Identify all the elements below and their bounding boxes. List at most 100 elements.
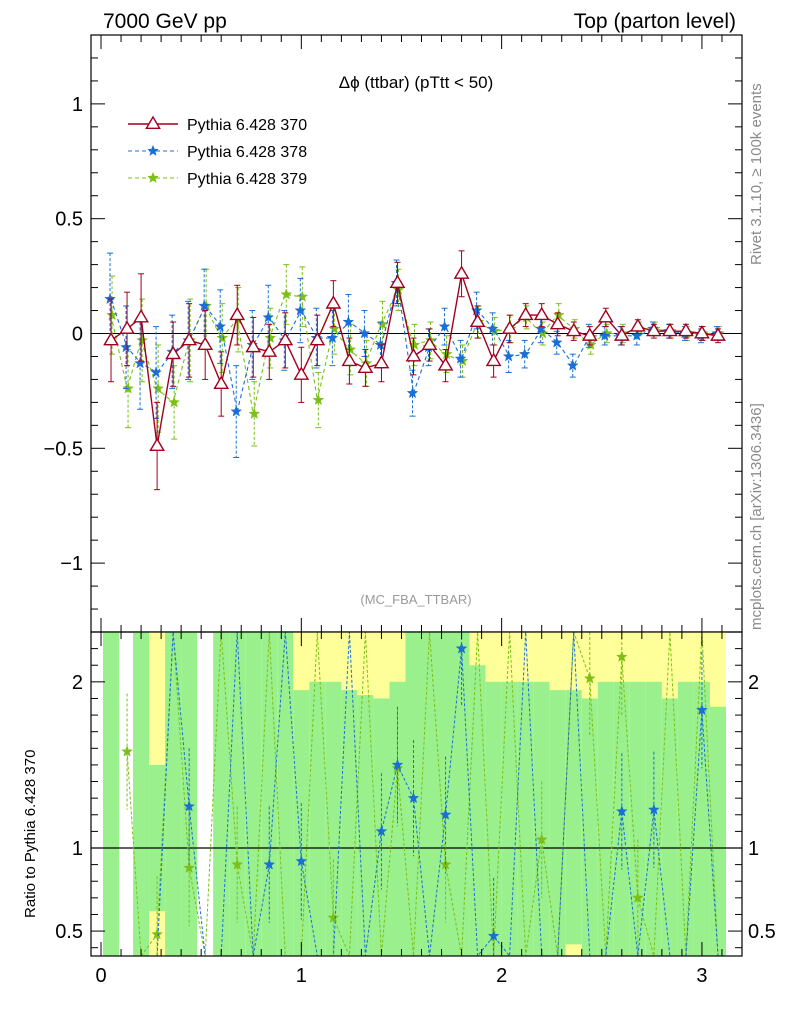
data-point <box>552 308 565 321</box>
data-point <box>485 352 502 367</box>
ratio-band-green <box>629 681 646 956</box>
ratio-band-green <box>677 681 694 956</box>
data-point <box>502 350 515 362</box>
ratio-band-green <box>341 690 358 956</box>
data-point <box>230 405 243 417</box>
data-point <box>358 327 371 339</box>
data-point <box>165 345 181 360</box>
ratio-band-green <box>325 681 342 956</box>
data-point <box>261 343 278 357</box>
data-point <box>181 332 198 346</box>
data-point <box>565 322 582 337</box>
data-point <box>373 354 390 369</box>
data-point <box>296 290 309 302</box>
data-point <box>122 382 134 394</box>
ratio-point <box>696 703 708 716</box>
data-point <box>120 341 132 353</box>
ratio-band-green <box>501 681 518 956</box>
data-point <box>104 292 116 305</box>
ratio-frame <box>90 631 743 957</box>
ratio-band-green <box>661 698 678 956</box>
header-right: Top (parton level) <box>574 10 736 33</box>
data-point <box>342 315 355 328</box>
x-tick-label: 0 <box>95 965 106 987</box>
data-point <box>549 315 566 330</box>
legend-label: Pythia 6.428 370 <box>187 117 307 134</box>
data-point <box>150 366 162 378</box>
plot-watermark: (MC_FBA_TTBAR) <box>360 592 471 607</box>
main-data-layer <box>91 250 742 491</box>
ratio-y-tick-label-right: 2 <box>748 672 759 694</box>
data-point <box>630 329 643 341</box>
data-point <box>168 396 181 408</box>
data-point <box>326 331 339 344</box>
data-point <box>613 327 630 341</box>
data-point <box>136 334 148 346</box>
data-point <box>280 288 293 300</box>
series-line <box>110 288 718 415</box>
series-0 <box>103 250 726 491</box>
data-point <box>214 320 227 332</box>
ratio-point <box>583 672 596 684</box>
ratio-point <box>295 855 308 867</box>
data-point <box>357 359 374 373</box>
data-point <box>216 331 229 344</box>
mcplots-label: mcplots.cern.ch [arXiv:1306.3436] <box>748 403 765 630</box>
x-tick-label: 1 <box>296 965 307 987</box>
data-point <box>662 322 678 337</box>
ratio-panel: 0.5 0.5 1 1 2 2 0 1 2 3 Ratio to Pythia 6.428 370 <box>22 631 776 987</box>
ratio-band-green <box>597 681 614 956</box>
ratio-point <box>183 861 196 874</box>
ratio-line <box>126 631 719 958</box>
data-point <box>294 304 307 316</box>
ratio-point <box>647 803 660 815</box>
x-tick-label: 2 <box>496 965 507 987</box>
data-point <box>550 336 563 348</box>
legend: Pythia 6.428 370 Pythia 6.428 378 Pythia 6… <box>128 115 307 188</box>
ratio-y-tick-label: 0.5 <box>55 921 83 943</box>
legend-marker <box>147 144 159 156</box>
ratio-band-green <box>245 632 262 956</box>
ratio-point <box>439 808 452 820</box>
y-tick-label: −1 <box>60 553 83 575</box>
data-point <box>328 322 341 334</box>
data-point <box>598 329 611 341</box>
data-point <box>517 306 534 321</box>
data-point <box>309 332 326 346</box>
ratio-point <box>231 858 244 870</box>
ratio-series-0 <box>156 631 719 958</box>
data-point <box>486 322 499 334</box>
header-left: 7000 GeV pp <box>103 10 227 33</box>
ratio-y-tick-label-right: 1 <box>748 838 759 860</box>
ratio-y-tick-label-right: 0.5 <box>748 921 776 943</box>
data-point <box>376 318 389 330</box>
ratio-point <box>327 911 340 923</box>
data-point <box>341 352 358 367</box>
data-point <box>264 331 277 344</box>
ratio-band-green <box>485 681 502 956</box>
ratio-point <box>535 833 548 845</box>
y-tick-label: 0.5 <box>55 209 83 231</box>
ratio-band-green <box>549 690 566 956</box>
ratio-y-tick-label: 2 <box>72 672 83 694</box>
ratio-band-green <box>309 681 326 956</box>
ratio-point <box>375 825 388 837</box>
data-point <box>581 327 598 341</box>
data-point <box>566 359 579 371</box>
ratio-band-green <box>469 665 486 956</box>
ratio-point <box>263 858 276 870</box>
ratio-band-green <box>581 698 598 956</box>
legend-marker <box>145 115 161 130</box>
data-point <box>293 366 310 380</box>
ratio-point <box>151 928 163 940</box>
ratio-point <box>487 929 500 942</box>
data-point <box>629 318 646 332</box>
legend-marker <box>147 171 159 183</box>
ratio-line <box>156 631 719 958</box>
ratio-point <box>407 792 420 804</box>
plot-title: Δϕ (ttbar) (pTtt < 50) <box>339 73 494 92</box>
ratio-point <box>121 745 133 757</box>
data-point <box>197 336 214 351</box>
legend-label: Pythia 6.428 378 <box>187 144 307 161</box>
